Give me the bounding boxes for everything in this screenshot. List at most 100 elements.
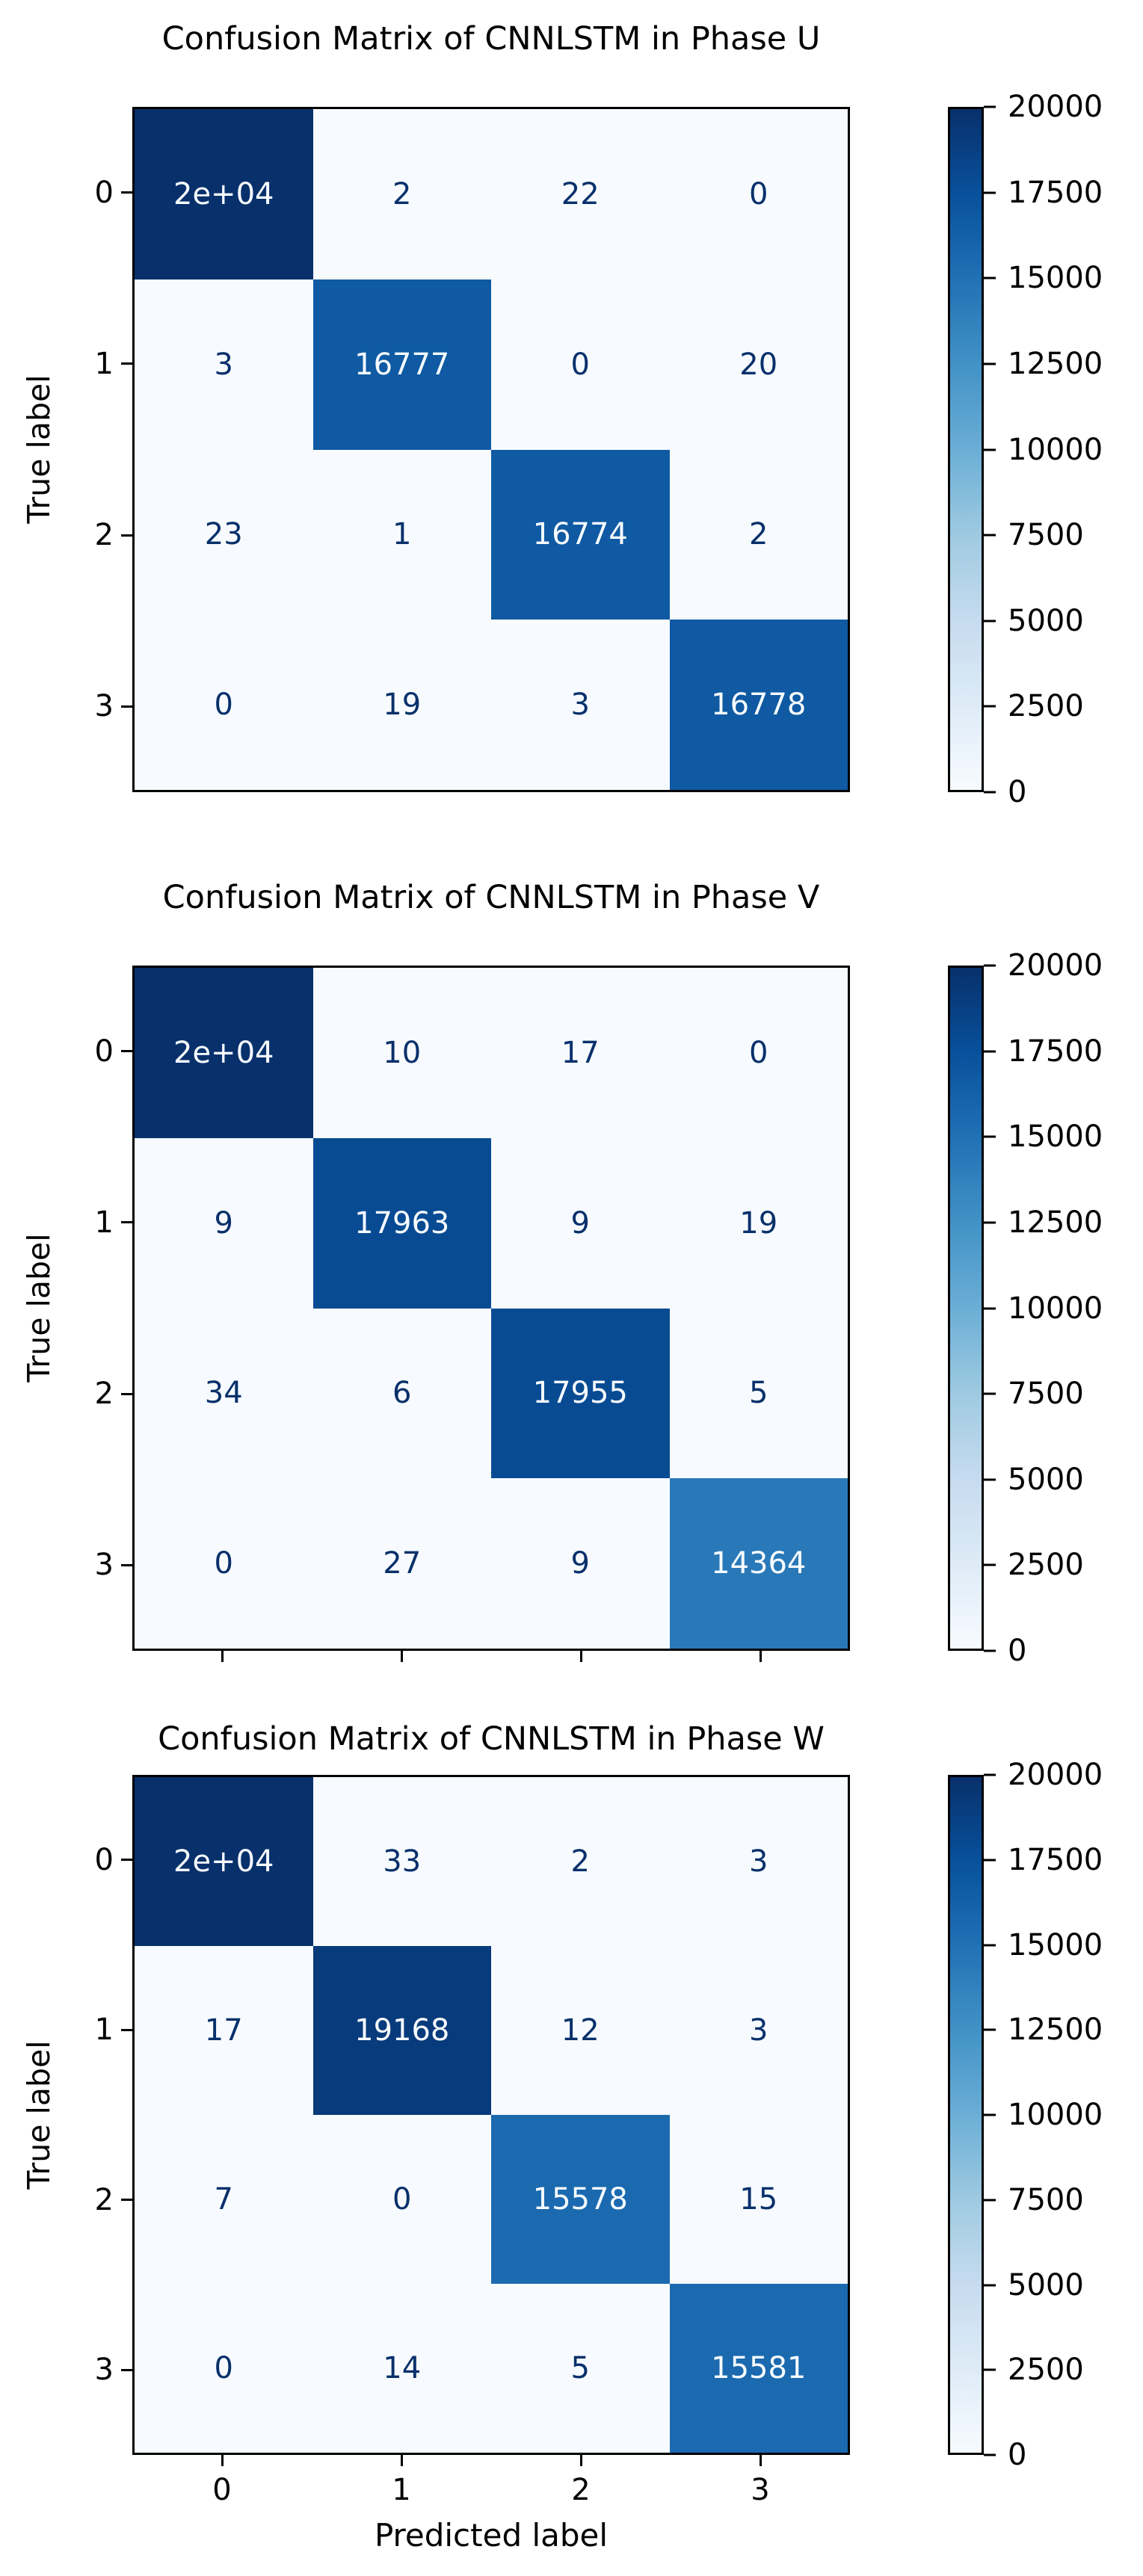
confusion-matrix-panel-phase-v: Confusion Matrix of CNNLSTM in Phase V T… [0, 859, 1143, 1717]
heatmap-grid: 2e+04 10 17 0 9 17963 9 19 34 6 17955 5 0 27 9 14364 [132, 966, 850, 1651]
y-tick-mark [121, 534, 132, 537]
colorbar-tick-label: 15000 [1008, 1927, 1103, 1962]
colorbar-tick-mark [984, 2453, 996, 2456]
colorbar-tick-mark [984, 620, 996, 623]
colorbar-axis: 0 2500 5000 7500 10000 12500 15000 17500 20000 [984, 951, 1143, 1666]
matrix-cell-value: 27 [383, 1546, 422, 1581]
y-tick-mark [121, 705, 132, 708]
matrix-cell-value: 15578 [532, 2182, 628, 2217]
matrix-cell: 5 [491, 2284, 670, 2453]
colorbar-tick-label: 12500 [1008, 1205, 1103, 1240]
matrix-cell-value: 0 [570, 347, 590, 382]
chart-title: Confusion Matrix of CNNLSTM in Phase V [162, 879, 820, 916]
matrix-cell-value: 0 [214, 688, 233, 723]
matrix-cell: 3 [491, 620, 670, 790]
colorbar-tick-mark [984, 1392, 996, 1395]
colorbar-tick-mark [984, 105, 996, 108]
y-tick-label: 1 [94, 2013, 114, 2048]
matrix-cell-value: 9 [570, 1205, 590, 1241]
matrix-cell: 2e+04 [135, 1777, 313, 1946]
matrix-cell: 3 [669, 1946, 848, 2115]
matrix-cell: 5 [669, 1308, 848, 1479]
matrix-cell: 2e+04 [135, 109, 313, 279]
matrix-cell-value: 19168 [354, 2013, 450, 2048]
matrix-cell-value: 0 [214, 2351, 233, 2385]
matrix-cell-value: 23 [204, 517, 243, 552]
y-tick-mark [121, 1859, 132, 1862]
matrix-cell: 0 [135, 620, 313, 790]
matrix-cell: 27 [312, 1478, 491, 1649]
matrix-cell: 15578 [491, 2115, 670, 2284]
x-tick-mark [400, 1651, 403, 1662]
matrix-cell-value: 17 [204, 2013, 243, 2048]
colorbar-gradient [950, 968, 982, 1649]
matrix-cell: 19168 [312, 1946, 491, 2115]
x-tick [132, 2455, 312, 2467]
colorbar-tick-mark [984, 1649, 996, 1652]
colorbar-tick-label: 2500 [1008, 689, 1084, 724]
colorbar-tick-label: 5000 [1008, 2267, 1084, 2302]
colorbar-tick-label: 5000 [1008, 1462, 1084, 1497]
matrix-cell: 0 [669, 109, 848, 279]
matrix-cell-value: 3 [570, 688, 590, 723]
matrix-cell: 22 [491, 109, 670, 279]
colorbar-tick-label: 17500 [1008, 1034, 1103, 1069]
colorbar-tick-label: 10000 [1008, 2098, 1103, 2132]
matrix-cell-value: 2e+04 [173, 176, 274, 211]
y-tick-mark [121, 2368, 132, 2371]
matrix-cell: 14364 [669, 1478, 848, 1649]
matrix-cell-value: 5 [749, 1376, 768, 1411]
chart-title: Confusion Matrix of CNNLSTM in Phase U [161, 20, 821, 58]
matrix-cell-value: 34 [204, 1376, 243, 1411]
colorbar-tick-label: 7500 [1008, 1377, 1084, 1412]
y-tick-mark [121, 362, 132, 365]
matrix-cell-value: 3 [214, 347, 233, 382]
matrix-cell: 9 [135, 1137, 313, 1309]
matrix-cell-value: 15581 [711, 2351, 807, 2385]
y-tick-label: 0 [94, 1842, 114, 1877]
colorbar-tick-label: 5000 [1008, 603, 1084, 638]
matrix-cell-value: 14 [383, 2351, 422, 2385]
colorbar-tick-label: 17500 [1008, 1842, 1103, 1877]
y-tick-label: 2 [94, 2182, 114, 2217]
matrix-cell-value: 22 [561, 176, 600, 211]
colorbar-tick-label: 7500 [1008, 518, 1084, 553]
y-tick-label: 1 [94, 1205, 114, 1240]
y-tick-mark [121, 1563, 132, 1566]
x-tick [132, 1651, 312, 1663]
matrix-cell: 17 [491, 968, 670, 1138]
y-tick-label: 2 [94, 1377, 114, 1412]
y-tick-label: 3 [94, 1548, 114, 1583]
colorbar-tick-label: 2500 [1008, 1548, 1084, 1583]
matrix-cell: 3 [135, 279, 313, 450]
colorbar-tick-label: 15000 [1008, 1119, 1103, 1155]
matrix-cell-value: 19 [739, 1205, 778, 1241]
x-tick-mark [759, 1651, 762, 1662]
colorbar-tick-label: 12500 [1008, 2013, 1103, 2048]
colorbar-tick-label: 10000 [1008, 1291, 1103, 1326]
matrix-cell: 9 [491, 1478, 670, 1649]
y-axis-ticks: 0 1 2 3 [0, 107, 132, 792]
matrix-cell: 15 [669, 2115, 848, 2284]
matrix-cell: 0 [135, 2284, 313, 2453]
matrix-cell-value: 14364 [711, 1546, 807, 1581]
matrix-cell: 2 [312, 109, 491, 279]
matrix-cell: 9 [491, 1137, 670, 1309]
matrix-cell-value: 0 [214, 1546, 233, 1581]
confusion-matrix-panel-phase-u: Confusion Matrix of CNNLSTM in Phase U T… [0, 0, 1143, 859]
colorbar [948, 966, 984, 1651]
chart-title: Confusion Matrix of CNNLSTM in Phase W [158, 1720, 825, 1758]
y-axis-ticks: 0 1 2 3 [0, 1775, 132, 2455]
x-tick-mark [221, 1651, 224, 1662]
colorbar-tick-mark [984, 1944, 996, 1946]
colorbar-tick-mark [984, 191, 996, 194]
colorbar-tick-mark [984, 1307, 996, 1309]
matrix-cell-value: 16777 [354, 347, 450, 382]
matrix-cell: 1 [312, 449, 491, 620]
colorbar-tick-label: 2500 [1008, 2353, 1084, 2388]
x-tick-mark [400, 2455, 403, 2466]
matrix-cell-value: 2e+04 [173, 1035, 274, 1070]
matrix-cell: 0 [669, 968, 848, 1138]
x-tick [671, 2455, 850, 2467]
